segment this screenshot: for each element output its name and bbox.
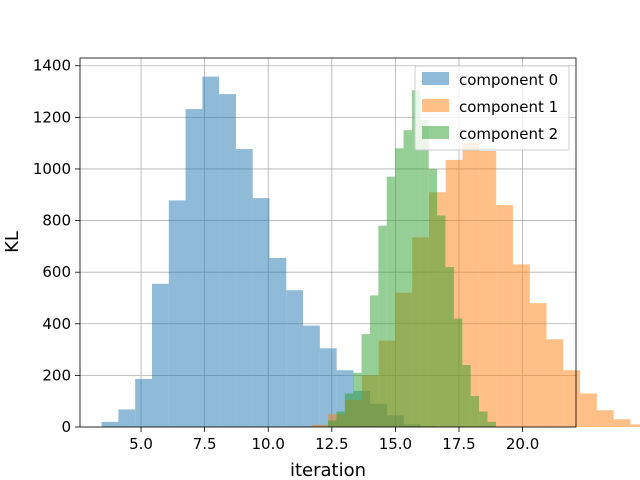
bars bbox=[101, 76, 640, 428]
histogram-bar-series-2 bbox=[437, 215, 446, 427]
histogram-bar-series-0 bbox=[286, 290, 304, 427]
histogram-bar-series-0 bbox=[269, 257, 287, 427]
histogram-bar-series-0 bbox=[303, 325, 320, 427]
histogram-bar-series-2 bbox=[336, 411, 345, 427]
histogram-bar-series-2 bbox=[462, 365, 471, 427]
histogram-bar-series-0 bbox=[219, 94, 236, 427]
histogram-bar-series-2 bbox=[403, 130, 412, 427]
histogram-bar-series-1 bbox=[496, 205, 513, 427]
legend-label: component 1 bbox=[459, 98, 558, 116]
histogram-bar-series-2 bbox=[470, 396, 480, 427]
histogram-bar-series-1 bbox=[479, 150, 497, 427]
y-tick-label: 400 bbox=[42, 315, 71, 333]
y-tick-label: 600 bbox=[42, 263, 71, 281]
histogram-bar-series-0 bbox=[168, 200, 186, 427]
y-tick-label: 1400 bbox=[33, 57, 71, 75]
histogram-bar-series-2 bbox=[411, 90, 421, 427]
histogram-bar-series-1 bbox=[580, 393, 597, 427]
histogram-bar-series-1 bbox=[613, 419, 631, 427]
plot-frame bbox=[79, 57, 577, 428]
histogram-bar-series-2 bbox=[361, 334, 370, 427]
histogram-bar-series-1 bbox=[529, 303, 547, 427]
histogram-bar-series-0 bbox=[135, 379, 152, 427]
legend-swatch bbox=[422, 99, 449, 112]
histogram-bar-series-0 bbox=[185, 109, 203, 427]
histogram-bar-series-2 bbox=[386, 176, 396, 427]
legend-swatch bbox=[422, 126, 449, 139]
histogram-bar-series-2 bbox=[420, 119, 429, 428]
histogram-bar-series-2 bbox=[395, 148, 404, 427]
histogram-bar-series-2 bbox=[378, 225, 387, 427]
histogram-bar-series-1 bbox=[546, 339, 564, 427]
x-tick-label: 12.5 bbox=[315, 435, 348, 453]
histogram-bar-series-2 bbox=[487, 421, 496, 427]
histogram-bar-series-2 bbox=[353, 372, 362, 427]
histogram-bar-series-0 bbox=[252, 198, 270, 427]
x-tick-label: 10.0 bbox=[252, 435, 285, 453]
histogram-bar-series-2 bbox=[453, 318, 463, 427]
y-tick-label: 1000 bbox=[33, 160, 71, 178]
y-axis-label: KL bbox=[2, 231, 23, 253]
y-tick-label: 800 bbox=[42, 212, 71, 230]
x-tick-label: 7.5 bbox=[193, 435, 217, 453]
x-tick-label: 17.5 bbox=[442, 435, 475, 453]
legend: component 0 component 1 component 2 bbox=[414, 65, 570, 151]
histogram-bar-series-0 bbox=[151, 283, 169, 427]
histogram-bar-series-0 bbox=[235, 149, 253, 427]
histogram-bar-series-2 bbox=[369, 295, 379, 427]
histogram-bar-series-1 bbox=[563, 370, 581, 427]
legend-swatch bbox=[422, 72, 449, 85]
histogram-bar-series-0 bbox=[101, 421, 119, 427]
x-tick-label: 5.0 bbox=[129, 435, 153, 453]
histogram-bar-series-2 bbox=[428, 168, 438, 427]
x-tick-label: 15.0 bbox=[379, 435, 412, 453]
legend-label: component 2 bbox=[459, 125, 558, 143]
histogram-bar-series-1 bbox=[512, 264, 530, 427]
histogram-bar-series-1 bbox=[596, 410, 614, 427]
histogram-bar-series-1 bbox=[630, 424, 640, 427]
histogram-bar-series-2 bbox=[328, 420, 337, 427]
y-tick-label: 0 bbox=[61, 418, 71, 436]
legend-label: component 0 bbox=[459, 71, 558, 89]
histogram-bar-series-2 bbox=[344, 393, 354, 427]
histogram-bar-series-1 bbox=[462, 143, 480, 427]
x-axis-ticks: 5.0 7.5 10.0 12.5 15.0 17.5 20.0 bbox=[129, 427, 539, 453]
histogram-bar-series-0 bbox=[118, 409, 136, 427]
histogram-bar-series-2 bbox=[445, 267, 454, 427]
histogram-bar-series-1 bbox=[311, 424, 329, 427]
y-tick-label: 200 bbox=[42, 366, 71, 384]
y-axis-ticks: 0 200 400 600 800 1000 1200 1400 bbox=[33, 57, 80, 436]
y-tick-label: 1200 bbox=[33, 108, 71, 126]
legend-box bbox=[414, 65, 570, 151]
histogram-bar-series-2 bbox=[479, 411, 488, 427]
x-tick-label: 20.0 bbox=[506, 435, 539, 453]
histogram-bar-series-0 bbox=[202, 76, 220, 428]
histogram-bar-series-0 bbox=[319, 348, 337, 427]
x-axis-label: iteration bbox=[290, 460, 366, 480]
